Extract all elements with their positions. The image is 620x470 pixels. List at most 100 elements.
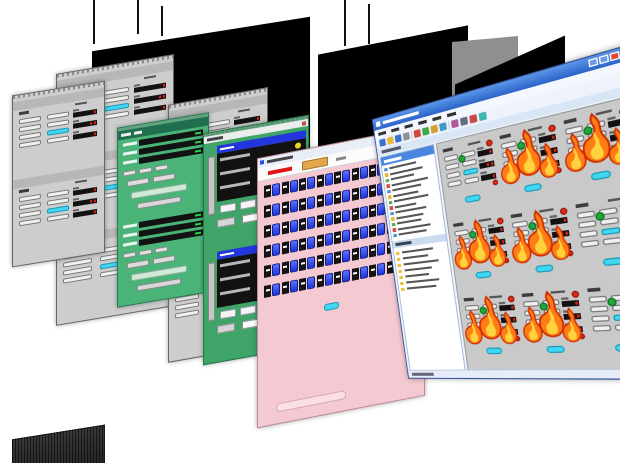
- zone-button[interactable]: [272, 182, 280, 197]
- zone-button[interactable]: [307, 256, 315, 270]
- indicator-button[interactable]: [19, 193, 41, 203]
- zone-button[interactable]: [359, 225, 368, 240]
- indicator-button[interactable]: [47, 197, 69, 206]
- side-button[interactable]: [208, 262, 215, 322]
- zone-button[interactable]: [272, 242, 280, 257]
- zone-button[interactable]: [307, 236, 315, 250]
- action-button[interactable]: [220, 308, 236, 320]
- indicator-button[interactable]: [526, 327, 544, 335]
- footer-button[interactable]: [137, 195, 181, 210]
- indicator-button[interactable]: [504, 167, 521, 177]
- zone-button[interactable]: [324, 252, 333, 267]
- button-panel-far-left[interactable]: [12, 80, 105, 268]
- small-button[interactable]: [123, 251, 136, 259]
- action-button[interactable]: [240, 305, 256, 316]
- menu-item[interactable]: [446, 111, 457, 117]
- indicator-button[interactable]: [19, 217, 41, 227]
- indicator-button[interactable]: [485, 329, 502, 336]
- print-icon[interactable]: [402, 132, 410, 141]
- indicator-button[interactable]: [47, 135, 69, 144]
- indicator-button[interactable]: [47, 111, 69, 120]
- select-button-active[interactable]: [522, 154, 540, 164]
- select-button-active[interactable]: [546, 345, 566, 354]
- paste-icon[interactable]: [430, 124, 438, 134]
- indicator-button[interactable]: [456, 246, 472, 254]
- new-icon[interactable]: [379, 138, 386, 147]
- indicator-button[interactable]: [457, 255, 473, 263]
- zone-button[interactable]: [342, 269, 350, 283]
- indicator-button[interactable]: [576, 210, 596, 219]
- zone-button[interactable]: [289, 279, 298, 294]
- select-button-active[interactable]: [484, 321, 500, 328]
- zone-button[interactable]: [307, 176, 315, 190]
- zone-button[interactable]: [324, 212, 333, 227]
- indicator-button[interactable]: [47, 189, 69, 198]
- zone-button[interactable]: [324, 192, 333, 207]
- indicator-button[interactable]: [467, 321, 482, 329]
- action-button[interactable]: [217, 322, 235, 334]
- open-icon[interactable]: [386, 136, 394, 145]
- indicator-button[interactable]: [588, 295, 608, 303]
- zone-button[interactable]: [272, 282, 280, 297]
- indicator-button[interactable]: [522, 300, 540, 308]
- zone-button[interactable]: [342, 249, 350, 263]
- zone-button[interactable]: [289, 199, 298, 214]
- green-display-window[interactable]: [117, 112, 209, 308]
- indicator-button[interactable]: [63, 274, 92, 285]
- zone-button[interactable]: [359, 185, 368, 200]
- select-button-active[interactable]: [544, 317, 563, 325]
- indicator-button[interactable]: [523, 163, 541, 173]
- select-button-active[interactable]: [47, 127, 69, 136]
- zone-button[interactable]: [307, 216, 315, 230]
- indicator-button[interactable]: [19, 201, 41, 211]
- zone-button[interactable]: [342, 229, 350, 243]
- zone-button[interactable]: [359, 265, 368, 280]
- indicator-button[interactable]: [511, 220, 529, 229]
- footer-button[interactable]: [137, 277, 181, 292]
- zone-button[interactable]: [342, 209, 350, 223]
- indicator-button[interactable]: [19, 115, 41, 125]
- indicator-button[interactable]: [566, 134, 585, 145]
- select-button-active[interactable]: [485, 347, 503, 355]
- menu-item[interactable]: [404, 123, 413, 129]
- select-button-active[interactable]: [590, 169, 612, 181]
- small-button[interactable]: [123, 169, 136, 177]
- zone-button[interactable]: [324, 272, 333, 287]
- indicator-button[interactable]: [577, 220, 597, 229]
- indicator-button[interactable]: [501, 149, 519, 159]
- indicator-button[interactable]: [474, 252, 491, 261]
- side-button[interactable]: [208, 156, 215, 216]
- select-button-active[interactable]: [464, 193, 482, 204]
- indicator-button[interactable]: [614, 323, 620, 331]
- indicator-button[interactable]: [47, 213, 69, 222]
- select-button-active[interactable]: [47, 205, 69, 214]
- select-button-active[interactable]: [601, 226, 620, 236]
- indicator-button[interactable]: [19, 123, 41, 133]
- zone-button[interactable]: [324, 172, 333, 187]
- wide-button[interactable]: [153, 254, 175, 265]
- wide-button[interactable]: [153, 172, 175, 183]
- action-button[interactable]: [220, 202, 236, 214]
- select-button-active[interactable]: [533, 236, 551, 244]
- zone-button[interactable]: [289, 259, 298, 274]
- indicator-button[interactable]: [514, 238, 531, 247]
- settings-icon[interactable]: [478, 111, 487, 121]
- indicator-button[interactable]: [500, 140, 518, 150]
- bottom-button[interactable]: [276, 390, 346, 413]
- small-button[interactable]: [155, 164, 168, 172]
- save-icon[interactable]: [394, 134, 402, 143]
- select-button-active[interactable]: [523, 182, 543, 193]
- indicator-button[interactable]: [464, 304, 480, 312]
- select-button-active[interactable]: [324, 301, 339, 312]
- zone-button[interactable]: [272, 262, 280, 277]
- indicator-button[interactable]: [443, 153, 459, 163]
- indicator-button[interactable]: [579, 229, 599, 239]
- indicator-button[interactable]: [455, 237, 471, 246]
- indicator-button[interactable]: [589, 305, 609, 313]
- indicator-button[interactable]: [464, 176, 480, 185]
- indicator-button[interactable]: [534, 245, 553, 254]
- select-button-active[interactable]: [473, 244, 489, 252]
- zone-button[interactable]: [307, 196, 315, 210]
- indicator-button[interactable]: [512, 229, 530, 238]
- indicator-button[interactable]: [515, 247, 533, 256]
